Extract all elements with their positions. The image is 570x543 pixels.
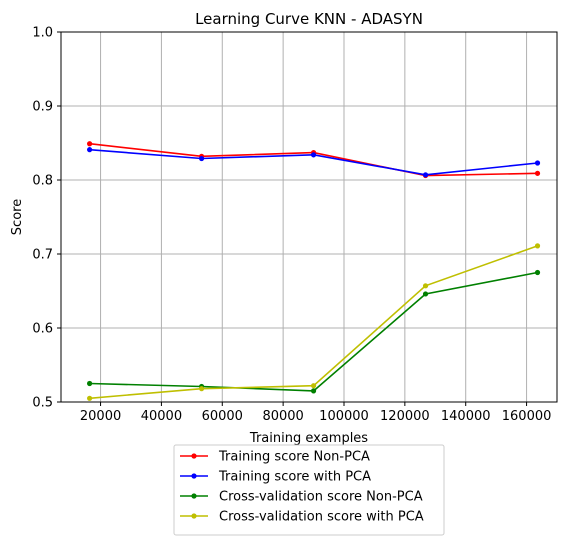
series-group (87, 269, 541, 394)
x-tick-label: 140000 (441, 409, 491, 424)
data-point (422, 283, 429, 289)
series-line (89, 245, 538, 400)
x-axis-label: Training examples (249, 431, 368, 446)
x-tick-label: 160000 (502, 409, 552, 424)
y-tick-label: 0.9 (32, 100, 53, 115)
series-lines (87, 141, 541, 401)
data-point (198, 155, 205, 162)
data-point (534, 170, 541, 176)
y-tick-label: 0.6 (32, 322, 53, 337)
x-tick-label: 60000 (202, 409, 243, 424)
series-group (87, 141, 541, 179)
legend: Training score Non-PCA Training score wit… (173, 444, 445, 536)
data-point (87, 395, 93, 401)
x-tick-label: 100000 (319, 409, 369, 424)
legend-swatch-marker (191, 493, 197, 499)
series-group (87, 243, 541, 401)
legend-label: Cross-validation score Non-PCA (219, 490, 423, 505)
data-point (422, 291, 429, 297)
y-tick-label: 0.5 (32, 396, 53, 411)
data-point (87, 147, 93, 153)
data-point (87, 380, 93, 387)
data-point (310, 152, 317, 158)
y-tick-label: 0.7 (32, 248, 53, 263)
legend-frame (173, 444, 445, 536)
data-point (198, 386, 205, 392)
data-point (422, 172, 429, 178)
data-point (534, 243, 541, 249)
x-axis-ticks: 20000 40000 60000 80000 100000 120000 140000 16… (80, 402, 552, 424)
plot-frame (60, 31, 558, 403)
x-tick-label: 40000 (141, 409, 182, 424)
legend-label: Cross-validation score with PCA (219, 510, 424, 525)
data-point (310, 383, 317, 389)
data-point (534, 269, 541, 276)
legend-swatch-marker (191, 473, 197, 479)
chart-title: Learning Curve KNN - ADASYN (195, 10, 423, 28)
y-tick-label: 1.0 (32, 26, 53, 41)
legend-swatch-marker (191, 513, 197, 519)
grid-lines (61, 31, 557, 403)
legend-label: Training score with PCA (218, 470, 371, 485)
data-point (87, 141, 93, 147)
legend-swatch-marker (191, 453, 197, 459)
series-line (89, 271, 538, 392)
legend-label: Training score Non-PCA (218, 450, 370, 465)
y-tick-label: 0.8 (32, 174, 53, 189)
y-axis-label: Score (10, 199, 25, 235)
x-tick-label: 80000 (262, 409, 303, 424)
data-point (310, 388, 317, 394)
y-axis-ticks: 0.5 0.6 0.7 0.8 0.9 1.0 (32, 26, 61, 411)
series-group (87, 147, 541, 178)
x-tick-label: 120000 (380, 409, 430, 424)
data-point (534, 160, 541, 166)
x-tick-label: 20000 (80, 409, 121, 424)
